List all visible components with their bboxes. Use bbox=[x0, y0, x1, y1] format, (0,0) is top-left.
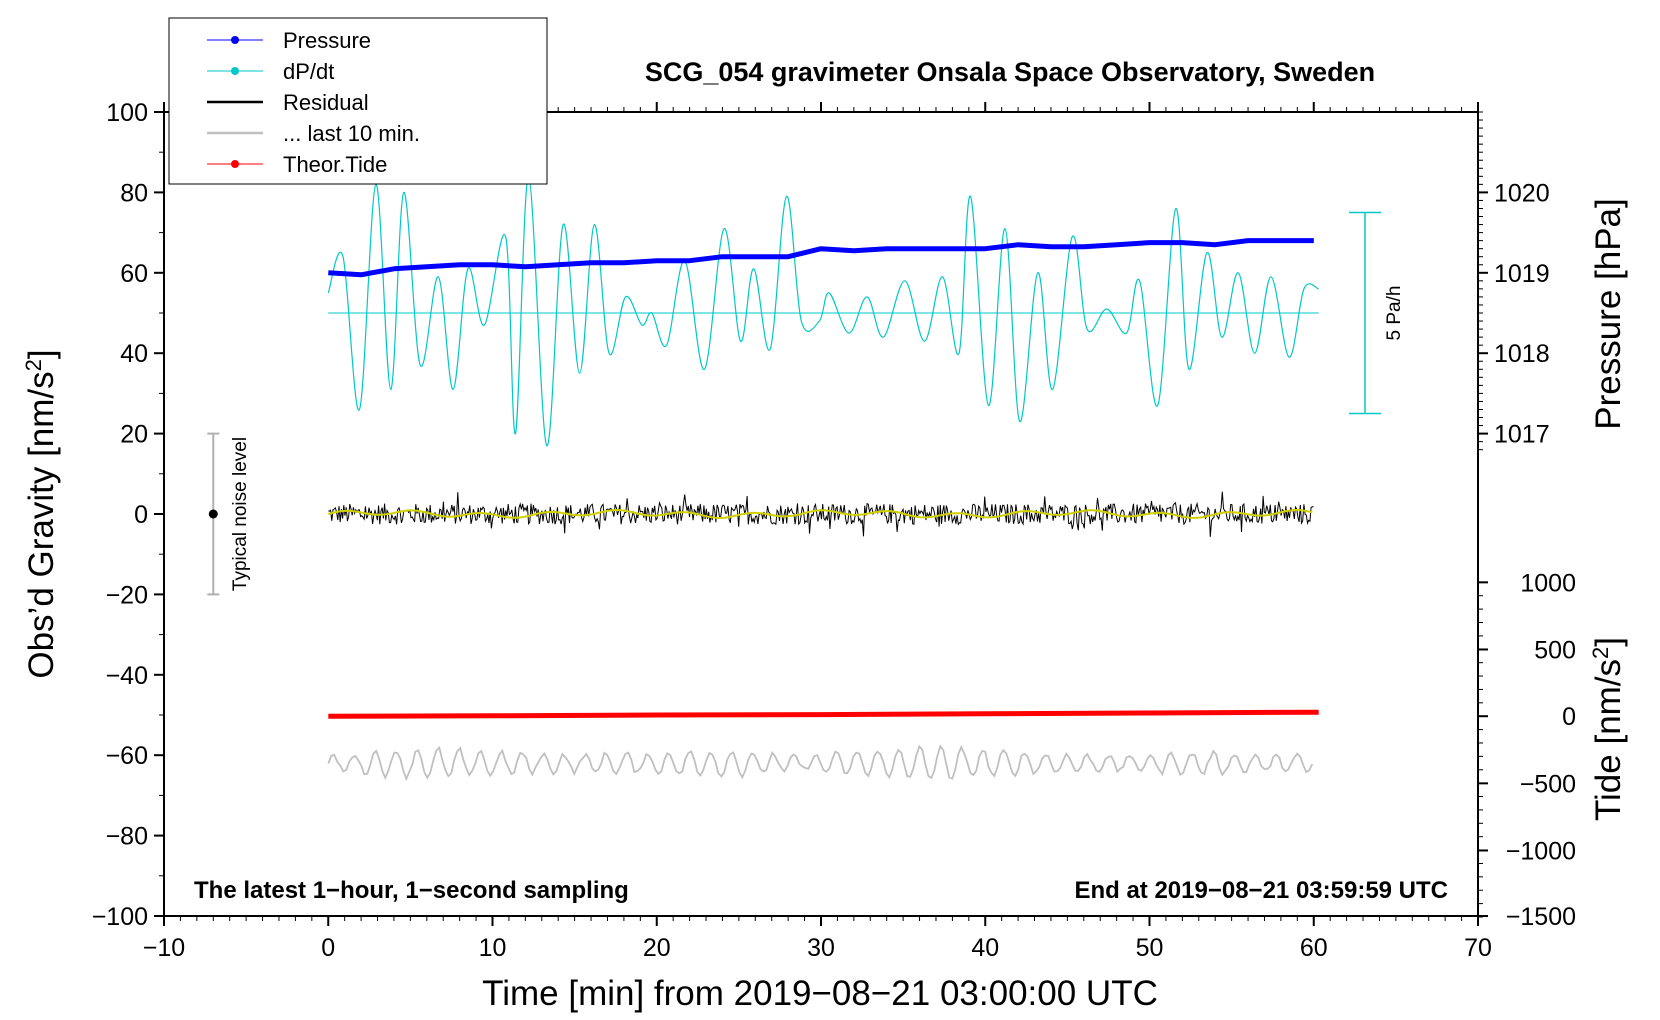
pressure-axis-title: Pressure [hPa] bbox=[1589, 198, 1628, 430]
legend-marker bbox=[231, 160, 239, 168]
x-tick-label: 0 bbox=[321, 934, 335, 962]
pressure-tick-label: 1017 bbox=[1494, 421, 1550, 449]
tide-tick-label: 0 bbox=[1562, 703, 1576, 731]
annotation-end-time: End at 2019−08−21 03:59:59 UTC bbox=[1074, 877, 1448, 904]
chart-title: SCG_054 gravimeter Onsala Space Observat… bbox=[645, 57, 1375, 87]
y-tick-label: 100 bbox=[106, 99, 148, 127]
x-tick-label: 70 bbox=[1464, 934, 1492, 962]
legend-entries: Pressure dP/dt Residual ... last 10 min. The… bbox=[207, 28, 420, 177]
noise-bar-center bbox=[208, 509, 218, 519]
legend: Pressure dP/dt Residual ... last 10 min. The… bbox=[168, 17, 548, 185]
legend-label: Residual bbox=[283, 90, 369, 115]
legend-label: Pressure bbox=[283, 28, 371, 53]
legend-label: ... last 10 min. bbox=[283, 121, 420, 146]
x-tick-label: 40 bbox=[971, 934, 999, 962]
x-tick-label: −10 bbox=[143, 934, 185, 962]
legend-label: Theor.Tide bbox=[283, 152, 387, 177]
tide-tick-label: −1500 bbox=[1506, 903, 1576, 931]
tide-tick-label: 1000 bbox=[1520, 569, 1576, 597]
annotation-latest-hour: The latest 1−hour, 1−second sampling bbox=[194, 877, 629, 904]
pressure-tick-label: 1018 bbox=[1494, 340, 1550, 368]
x-tick-label: 10 bbox=[479, 934, 507, 962]
tide-axis-title: Tide [nm/s2] bbox=[1588, 637, 1628, 821]
y-axis-title: Obs’d Gravity [nm/s2] bbox=[21, 349, 61, 678]
pressure-tick-label: 1020 bbox=[1494, 179, 1550, 207]
y-tick-label: −60 bbox=[106, 742, 148, 770]
noise-level-label: Typical noise level bbox=[230, 437, 251, 591]
y-tick-label: −100 bbox=[92, 903, 148, 931]
dpdt-line bbox=[327, 175, 1319, 447]
y-tick-label: 80 bbox=[120, 179, 148, 207]
y-tick-label: −20 bbox=[106, 581, 148, 609]
last-10-min-line bbox=[327, 744, 1314, 782]
legend-label: dP/dt bbox=[283, 59, 334, 84]
y-tick-label: 20 bbox=[120, 421, 148, 449]
y-tick-label: 40 bbox=[120, 340, 148, 368]
x-tick-label: 50 bbox=[1136, 934, 1164, 962]
tide-tick-label: −500 bbox=[1520, 770, 1576, 798]
series-layer bbox=[207, 175, 1381, 782]
tide-tick-label: 500 bbox=[1534, 636, 1576, 664]
y-tick-label: 60 bbox=[120, 260, 148, 288]
residual-smooth-line bbox=[328, 508, 1313, 520]
theor-tide-line bbox=[328, 709, 1319, 719]
pressure-tick-label: 1019 bbox=[1494, 260, 1550, 288]
pressure-line bbox=[328, 238, 1314, 278]
tick-marks: −10 0 10 20 30 40 50 60 70100806040200−20−40−60−… bbox=[92, 99, 1576, 962]
y-tick-label: −40 bbox=[106, 662, 148, 690]
legend-marker bbox=[231, 36, 239, 44]
x-tick-label: 20 bbox=[643, 934, 671, 962]
tide-tick-label: −1000 bbox=[1506, 837, 1576, 865]
x-tick-label: 30 bbox=[807, 934, 835, 962]
y-tick-label: 0 bbox=[134, 501, 148, 529]
legend-marker bbox=[231, 67, 239, 75]
y-tick-label: −80 bbox=[106, 823, 148, 851]
dpdt-scale-label: 5 Pa/h bbox=[1384, 286, 1405, 341]
x-tick-label: 60 bbox=[1300, 934, 1328, 962]
x-axis-title: Time [min] from 2019−08−21 03:00:00 UTC bbox=[482, 974, 1158, 1013]
